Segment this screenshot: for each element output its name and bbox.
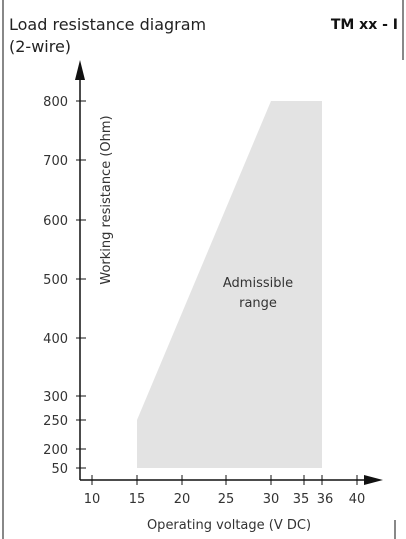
x-tick-label: 25 xyxy=(218,492,235,507)
x-tick-label: 15 xyxy=(129,492,146,507)
y-tick-label: 200 xyxy=(43,443,68,458)
y-tick-label: 300 xyxy=(43,390,68,405)
x-tick-label: 40 xyxy=(349,492,366,507)
x-tick-label: 20 xyxy=(174,492,191,507)
y-axis-arrow xyxy=(75,60,85,80)
x-tick-label: 36 xyxy=(317,492,334,507)
y-tick-label: 800 xyxy=(43,95,68,110)
x-tick-label: 10 xyxy=(84,492,101,507)
chart-title-line2: (2-wire) xyxy=(9,37,72,56)
x-tick-label: 35 xyxy=(293,492,310,507)
x-axis-arrow xyxy=(364,475,383,485)
y-tick-label: 600 xyxy=(43,214,68,229)
chart-title-line1: Load resistance diagram xyxy=(9,15,207,34)
model-label: TM xx - I xyxy=(330,17,398,33)
x-tick-label: 30 xyxy=(263,492,280,507)
admissible-range-area xyxy=(137,101,322,468)
x-axis-label: Operating voltage (V DC) xyxy=(147,518,311,533)
y-tick-label: 500 xyxy=(43,273,68,288)
y-tick-label: 400 xyxy=(43,332,68,347)
y-tick-label: 700 xyxy=(43,154,68,169)
region-label-line2: range xyxy=(239,296,277,311)
y-axis-label: Working resistance (Ohm) xyxy=(99,115,114,284)
y-tick-label: 250 xyxy=(43,414,68,429)
region-label-line1: Admissible xyxy=(223,276,293,291)
y-tick-label: 50 xyxy=(51,462,68,477)
